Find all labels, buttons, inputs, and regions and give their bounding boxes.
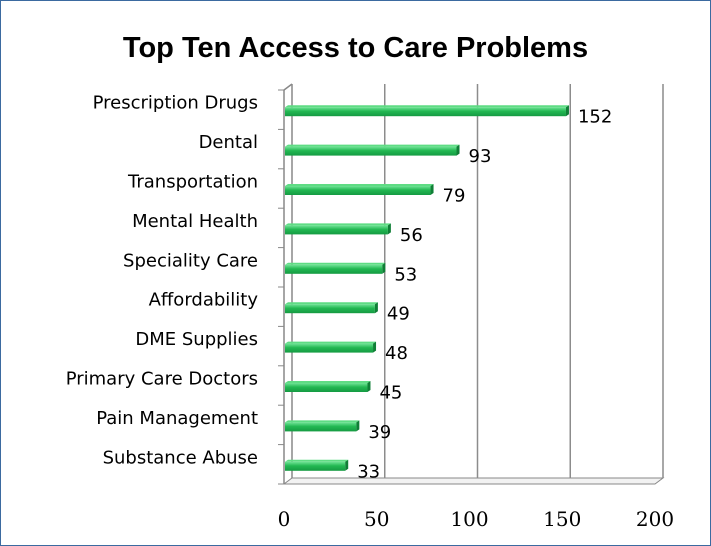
value-label: 49 (387, 304, 410, 325)
x-tick-label: 0 (278, 507, 291, 531)
bar-end (367, 381, 371, 392)
value-label: 33 (357, 461, 380, 482)
bar (285, 422, 357, 432)
value-label: 152 (578, 107, 612, 128)
category-label: Transportation (127, 172, 258, 193)
bar-top (285, 223, 391, 226)
category-label: Affordability (149, 290, 259, 311)
bar (285, 461, 346, 471)
category-label: DME Supplies (135, 329, 258, 350)
bar-top (285, 262, 386, 265)
bar-top (285, 420, 360, 423)
category-label: Mental Health (132, 211, 258, 232)
chart-title: Top Ten Access to Care Problems (122, 32, 589, 64)
bar (285, 146, 457, 156)
category-label: Dental (199, 132, 258, 153)
chart-floor (282, 477, 665, 485)
bar (285, 383, 368, 392)
value-label: 45 (379, 383, 402, 404)
bar-top (285, 341, 377, 344)
bar-top (285, 459, 349, 462)
bar-top (285, 184, 434, 186)
bar-end (430, 184, 434, 195)
value-label: 53 (394, 264, 417, 285)
bar-end (387, 223, 391, 235)
category-label: Primary Care Doctors (66, 369, 258, 390)
bar-end (356, 420, 360, 432)
x-tick-label: 50 (364, 507, 389, 531)
bar-end (373, 341, 377, 353)
category-label: Prescription Drugs (93, 93, 258, 114)
bar (285, 186, 431, 195)
bars-layer (285, 105, 569, 471)
category-label: Substance Abuse (103, 447, 258, 468)
value-label: 48 (385, 343, 408, 364)
bar-top (285, 144, 460, 147)
category-label: Speciality Care (123, 250, 258, 271)
y-axis-cap (283, 83, 293, 91)
bar-end (374, 302, 378, 314)
bar-end (456, 144, 460, 156)
labels-layer: 0 50 100 150 200 Prescription Drugs 152 Dental 9… (66, 93, 674, 531)
value-label: 39 (368, 422, 391, 443)
x-tick-label: 150 (543, 507, 581, 531)
bar (285, 225, 388, 235)
bar-top (285, 105, 569, 108)
bar (285, 304, 375, 314)
bar (285, 343, 374, 353)
category-label: Pain Management (96, 408, 258, 429)
bar-top (285, 302, 378, 305)
value-label: 93 (469, 146, 492, 167)
bar (285, 107, 566, 117)
bar-top (285, 381, 371, 383)
bar-end (345, 459, 349, 471)
bar-end (565, 105, 569, 117)
bar-end (382, 262, 386, 274)
value-label: 79 (443, 186, 466, 207)
bar (285, 264, 383, 274)
x-tick-label: 200 (636, 507, 674, 531)
x-tick-label: 100 (450, 507, 488, 531)
value-label: 56 (400, 225, 423, 246)
